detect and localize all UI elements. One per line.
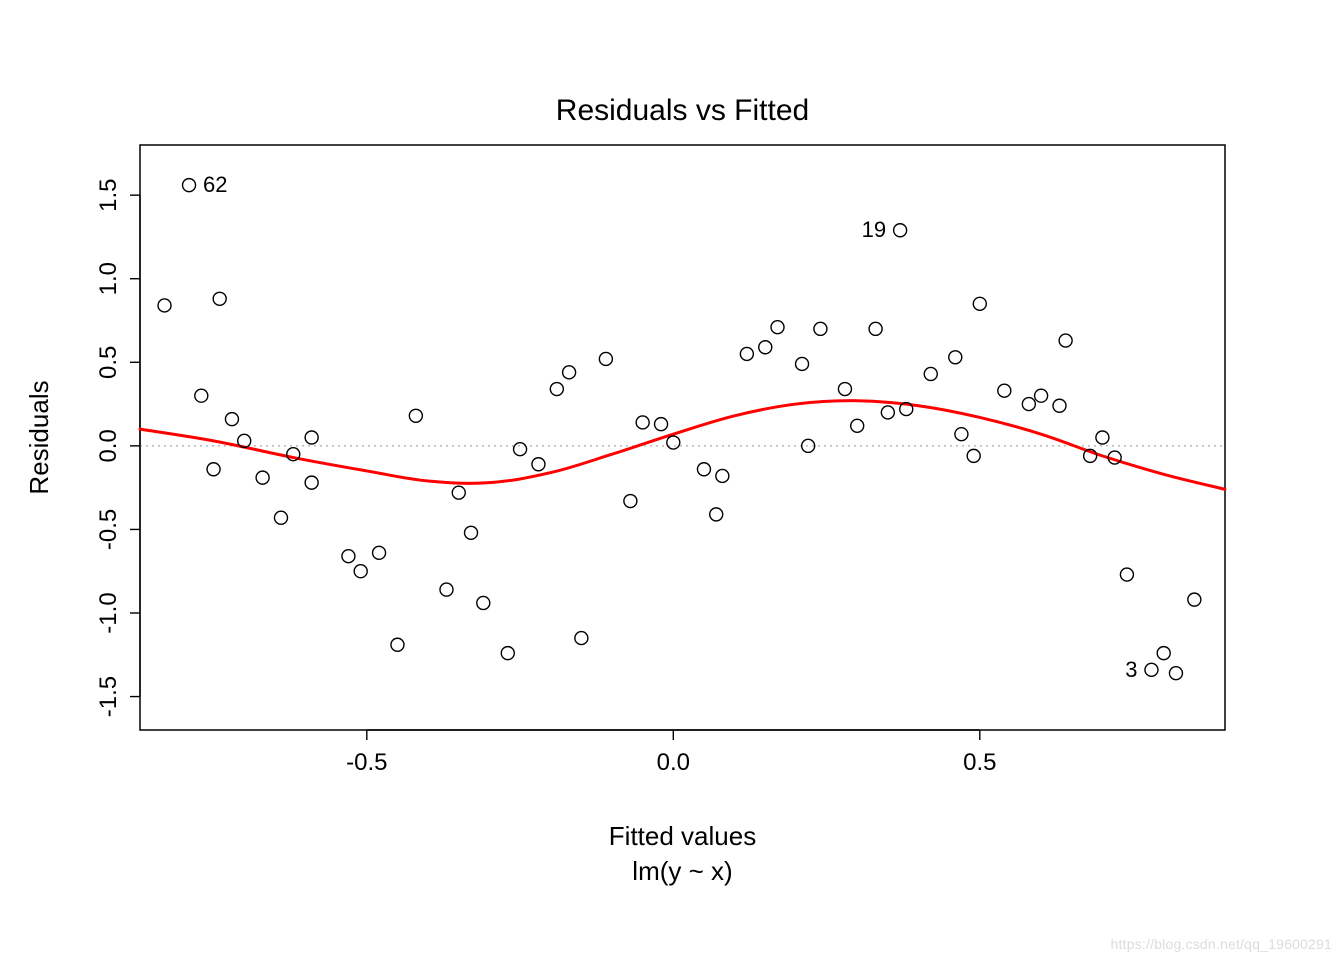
y-tick-label: 0.5 (95, 346, 122, 379)
outlier-label: 3 (1125, 657, 1137, 682)
x-tick-label: 0.0 (657, 749, 690, 776)
outlier-label: 62 (203, 172, 227, 197)
chart-subtitle: lm(y ~ x) (632, 856, 732, 886)
y-tick-label: -1.0 (95, 592, 122, 633)
residuals-vs-fitted-chart: -0.5 0.0 0.5 -1.5 -1.0 -0.5 0.0 0.5 1.0 1.5 Residu… (0, 0, 1344, 960)
y-tick-label: -0.5 (95, 509, 122, 550)
chart-bg (0, 0, 1344, 960)
chart-container: -0.5 0.0 0.5 -1.5 -1.0 -0.5 0.0 0.5 1.0 1.5 Residu… (0, 0, 1344, 960)
x-axis-label: Fitted values (609, 821, 756, 851)
chart-title: Residuals vs Fitted (556, 94, 809, 127)
y-tick-label: -1.5 (95, 676, 122, 717)
y-tick-label: 1.0 (95, 262, 122, 295)
watermark: https://blog.csdn.net/qq_19600291 (1111, 936, 1332, 952)
x-tick-label: 0.5 (963, 749, 996, 776)
y-axis-label: Residuals (24, 380, 54, 494)
x-tick-label: -0.5 (346, 749, 387, 776)
outlier-label: 19 (862, 217, 886, 242)
y-tick-label: 1.5 (95, 178, 122, 211)
y-tick-label: 0.0 (95, 429, 122, 462)
